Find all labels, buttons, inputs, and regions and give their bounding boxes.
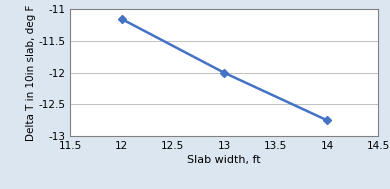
- X-axis label: Slab width, ft: Slab width, ft: [188, 155, 261, 165]
- Y-axis label: Delta T in 10in slab, deg F: Delta T in 10in slab, deg F: [26, 5, 35, 141]
